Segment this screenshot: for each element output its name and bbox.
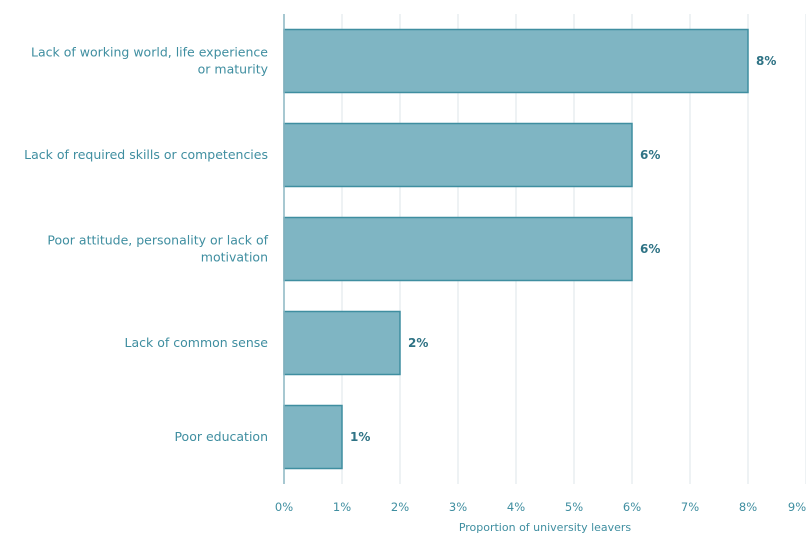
category-label: Poor education — [174, 429, 268, 444]
bars — [283, 28, 749, 470]
x-tick-label: 7% — [681, 500, 699, 514]
category-label: Lack of common sense — [125, 335, 269, 350]
x-tick-label: 9% — [788, 500, 806, 514]
x-tick-label: 6% — [623, 500, 641, 514]
category-label: Lack of working world, life experience or… — [31, 45, 269, 77]
bar — [283, 122, 633, 188]
x-tick-label: 8% — [739, 500, 757, 514]
bar — [283, 404, 343, 470]
x-tick-label: 5% — [565, 500, 583, 514]
bar-value-label: 8% — [756, 54, 776, 68]
bar-value-label: 6% — [640, 242, 660, 256]
bar-value-label: 2% — [408, 336, 428, 350]
bar-value-label: 6% — [640, 148, 660, 162]
x-tick-label: 2% — [391, 500, 409, 514]
category-label: Lack of required skills or competencies — [24, 147, 268, 162]
x-tick-label: 1% — [333, 500, 351, 514]
x-axis-title: Proportion of university leavers — [459, 521, 632, 534]
labels: 0% 1% 2% 3% 4% 5% 6% 7% 8% 9% 8% Lack of working wo… — [24, 45, 806, 515]
x-tick-label: 3% — [449, 500, 467, 514]
x-tick-label: 4% — [507, 500, 525, 514]
x-tick-label: 0% — [275, 500, 293, 514]
bar — [283, 310, 401, 376]
bar — [283, 28, 749, 94]
bar-value-label: 1% — [350, 430, 370, 444]
category-label: Poor attitude, personality or lack of mot… — [47, 233, 268, 265]
bar — [283, 216, 633, 282]
